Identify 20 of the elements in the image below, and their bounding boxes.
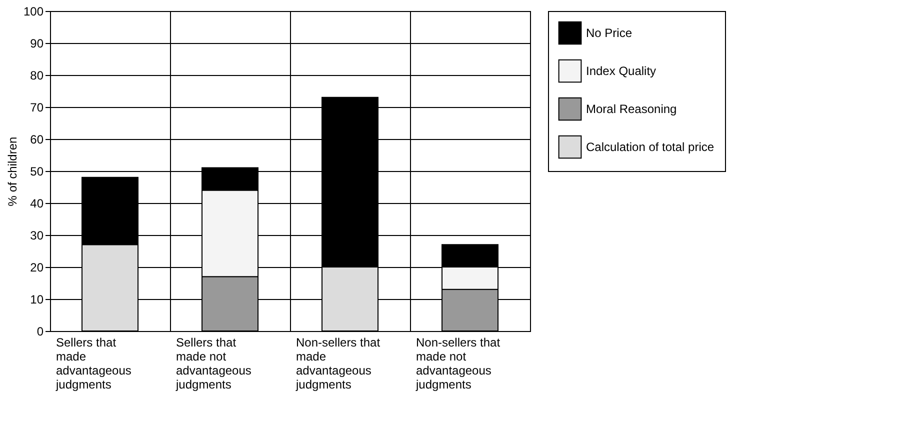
- legend-label: Moral Reasoning: [586, 102, 677, 116]
- y-axis-title: % of children: [5, 136, 20, 206]
- x-tick-label: Non-sellers that made advantageous judgments: [295, 336, 381, 392]
- y-tick-label: 90: [30, 36, 44, 50]
- y-tick-label: 40: [30, 196, 44, 210]
- x-tick-label: Sellers that made advantageous judgments: [55, 336, 132, 392]
- y-tick-label: 100: [23, 4, 44, 18]
- y-tick-label: 30: [30, 228, 44, 242]
- y-tick-label: 50: [30, 164, 44, 178]
- y-tick-label: 60: [30, 132, 44, 146]
- legend-label: No Price: [586, 26, 632, 40]
- y-tick-label: 10: [30, 292, 44, 306]
- legend-label: Index Quality: [586, 64, 656, 78]
- y-tick-label: 70: [30, 100, 44, 114]
- x-tick-label: Non-sellers that made not advantageous judgments: [415, 336, 501, 392]
- y-tick-label: 20: [30, 260, 44, 274]
- legend-label: Calculation of total price: [586, 140, 714, 154]
- y-tick-label: 0: [36, 324, 44, 338]
- x-tick-label: Sellers that made not advantageous judgments: [175, 336, 252, 392]
- y-tick-label: 80: [30, 68, 44, 82]
